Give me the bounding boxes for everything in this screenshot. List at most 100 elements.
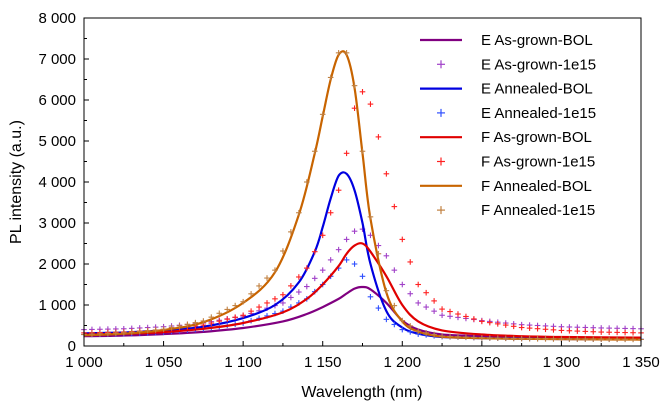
- data-point: [367, 101, 374, 107]
- data-point: [120, 330, 127, 336]
- data-point: [144, 327, 151, 334]
- data-point: [288, 229, 294, 235]
- data-point: [518, 324, 525, 331]
- legend-marker-swatch: [437, 206, 445, 215]
- data-point: [343, 257, 350, 263]
- data-point: [471, 316, 477, 322]
- x-tick-label: 1 100: [224, 354, 262, 371]
- data-point: [502, 322, 509, 328]
- data-point: [391, 302, 398, 309]
- data-point: [423, 289, 429, 296]
- data-point: [479, 335, 485, 341]
- series-e-annealed-bol: [83, 171, 642, 341]
- data-point: [367, 294, 374, 300]
- data-point: [152, 327, 159, 333]
- legend-item: F As-grown-BOL: [420, 129, 592, 146]
- data-point: [455, 334, 461, 340]
- data-point: [447, 313, 453, 320]
- data-point: [550, 336, 557, 342]
- data-point: [288, 294, 294, 301]
- legend-item: F Annealed-BOL: [420, 178, 592, 195]
- data-point: [399, 317, 406, 324]
- data-point: [200, 318, 207, 324]
- data-point: [375, 134, 382, 140]
- data-point: [105, 330, 111, 337]
- data-point: [566, 336, 573, 342]
- legend-item: E As-grown-1e15: [437, 56, 596, 73]
- data-point: [415, 328, 421, 335]
- y-tick-label: 6 000: [38, 92, 76, 109]
- data-point: [335, 246, 342, 253]
- data-point: [494, 321, 501, 327]
- y-tick-label: 3 000: [38, 215, 76, 232]
- data-point: [542, 326, 549, 333]
- data-point: [367, 214, 374, 220]
- legend-item: E As-grown-BOL: [420, 32, 593, 49]
- legend-label: F Annealed-1e15: [481, 202, 595, 219]
- y-tick-label: 2 000: [38, 256, 76, 273]
- legend-marker-swatch: [437, 108, 445, 117]
- data-point: [407, 259, 414, 265]
- data-point: [383, 253, 390, 259]
- data-point: [327, 209, 334, 216]
- data-point: [582, 336, 589, 342]
- data-point: [304, 179, 310, 185]
- data-point: [399, 236, 406, 243]
- data-point: [487, 335, 493, 341]
- data-point: [391, 203, 398, 210]
- data-point: [311, 148, 318, 155]
- y-tick-label: 0: [68, 338, 76, 355]
- data-point: [319, 232, 326, 239]
- series-layer: [81, 50, 644, 343]
- data-point: [407, 290, 414, 297]
- data-point: [399, 281, 406, 288]
- data-point: [343, 50, 350, 56]
- legend-item: E Annealed-BOL: [420, 81, 593, 98]
- series-f-as-grown-bol: [83, 242, 642, 339]
- data-point: [248, 291, 254, 297]
- data-point: [335, 187, 342, 193]
- data-point: [240, 298, 246, 305]
- data-point: [319, 111, 326, 118]
- legend-marker-swatch: [437, 60, 445, 69]
- data-point: [280, 291, 286, 298]
- data-point: [113, 330, 119, 337]
- data-point: [208, 320, 215, 326]
- y-tick-label: 1 000: [38, 297, 76, 314]
- legend-item: F Annealed-1e15: [437, 202, 595, 219]
- data-point: [343, 236, 350, 243]
- data-point: [160, 326, 167, 332]
- data-point: [224, 316, 231, 322]
- data-point: [630, 336, 636, 343]
- y-tick-label: 5 000: [38, 133, 76, 150]
- data-point: [391, 321, 398, 328]
- data-point: [399, 326, 406, 333]
- legend-label: E As-grown-BOL: [481, 32, 593, 49]
- data-point: [383, 171, 390, 177]
- legend-label: F As-grown-1e15: [481, 154, 595, 171]
- legend-item: E Annealed-1e15: [437, 105, 596, 122]
- data-point: [224, 306, 231, 313]
- data-point: [391, 267, 398, 273]
- data-point: [558, 336, 565, 342]
- data-point: [526, 325, 533, 331]
- x-tick-label: 1 150: [304, 354, 342, 371]
- data-point: [534, 335, 541, 342]
- data-point: [136, 328, 143, 335]
- data-point: [208, 314, 215, 320]
- legend-label: E Annealed-BOL: [481, 81, 593, 98]
- data-point: [614, 329, 620, 336]
- data-point: [415, 281, 421, 288]
- data-point: [510, 335, 517, 342]
- x-tick-label: 1 350: [622, 354, 660, 371]
- data-point: [232, 314, 238, 321]
- data-point: [407, 329, 414, 335]
- data-point: [351, 82, 358, 89]
- data-point: [574, 336, 581, 342]
- data-point: [518, 335, 525, 342]
- data-point: [296, 274, 302, 280]
- data-point: [423, 304, 429, 310]
- data-point: [415, 300, 421, 306]
- data-point: [622, 329, 628, 336]
